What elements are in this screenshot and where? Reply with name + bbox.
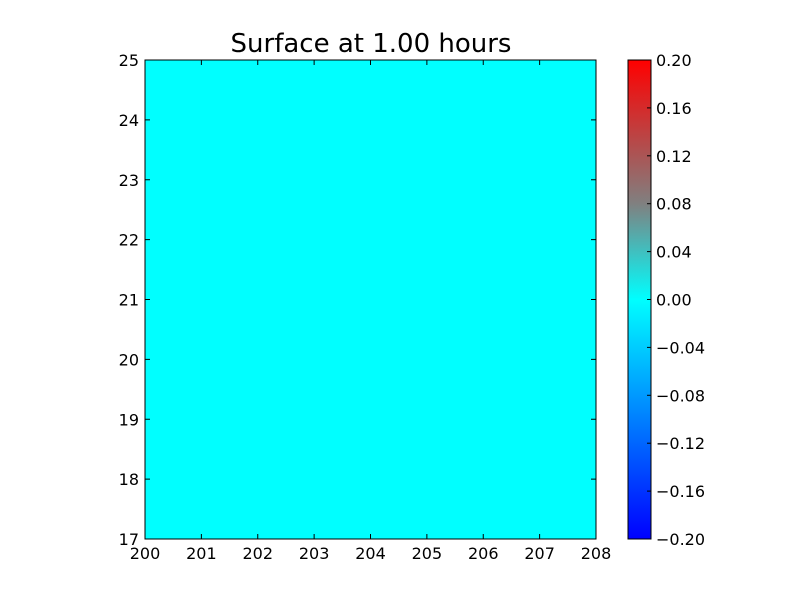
y-tick-label: 17 bbox=[119, 530, 139, 549]
colorbar-tick-label: 0.20 bbox=[656, 51, 692, 70]
colorbar-tick-label: −0.20 bbox=[656, 530, 705, 549]
x-tick-label: 206 bbox=[468, 544, 499, 563]
x-tick-label: 207 bbox=[524, 544, 555, 563]
colorbar bbox=[628, 60, 651, 539]
x-axis: 200 201 202 203 204 205 206 207 208 bbox=[130, 60, 612, 563]
y-tick-label: 19 bbox=[119, 410, 139, 429]
x-tick-label: 208 bbox=[581, 544, 612, 563]
y-tick-label: 22 bbox=[119, 231, 139, 250]
x-tick-label: 205 bbox=[412, 544, 443, 563]
colorbar-tick-label: 0.12 bbox=[656, 147, 692, 166]
colorbar-tick-label: 0.00 bbox=[656, 291, 692, 310]
surface-heatmap bbox=[145, 60, 596, 539]
colorbar-tick-label: 0.16 bbox=[656, 99, 692, 118]
colorbar-tick-label: 0.04 bbox=[656, 243, 692, 262]
x-tick-label: 200 bbox=[130, 544, 161, 563]
y-tick-label: 24 bbox=[119, 111, 139, 130]
y-tick-label: 20 bbox=[119, 350, 139, 369]
y-axis: 17 18 19 20 21 22 23 24 25 bbox=[119, 51, 596, 549]
y-tick-label: 21 bbox=[119, 291, 139, 310]
colorbar-tick-label: −0.08 bbox=[656, 386, 705, 405]
y-tick-label: 18 bbox=[119, 470, 139, 489]
colorbar-tick-label: 0.08 bbox=[656, 195, 692, 214]
y-tick-label: 25 bbox=[119, 51, 139, 70]
colorbar-axis: 0.20 0.16 0.12 0.08 0.04 0.00 −0.04 −0.08 −0.12 −… bbox=[647, 51, 705, 549]
x-tick-label: 201 bbox=[186, 544, 217, 563]
colorbar-tick-label: −0.12 bbox=[656, 434, 705, 453]
x-tick-label: 202 bbox=[242, 544, 273, 563]
x-tick-label: 203 bbox=[299, 544, 330, 563]
colorbar-tick-label: −0.04 bbox=[656, 338, 705, 357]
colorbar-tick-label: −0.16 bbox=[656, 482, 705, 501]
y-tick-label: 23 bbox=[119, 171, 139, 190]
x-tick-label: 204 bbox=[355, 544, 386, 563]
chart-title: Surface at 1.00 hours bbox=[231, 29, 512, 59]
